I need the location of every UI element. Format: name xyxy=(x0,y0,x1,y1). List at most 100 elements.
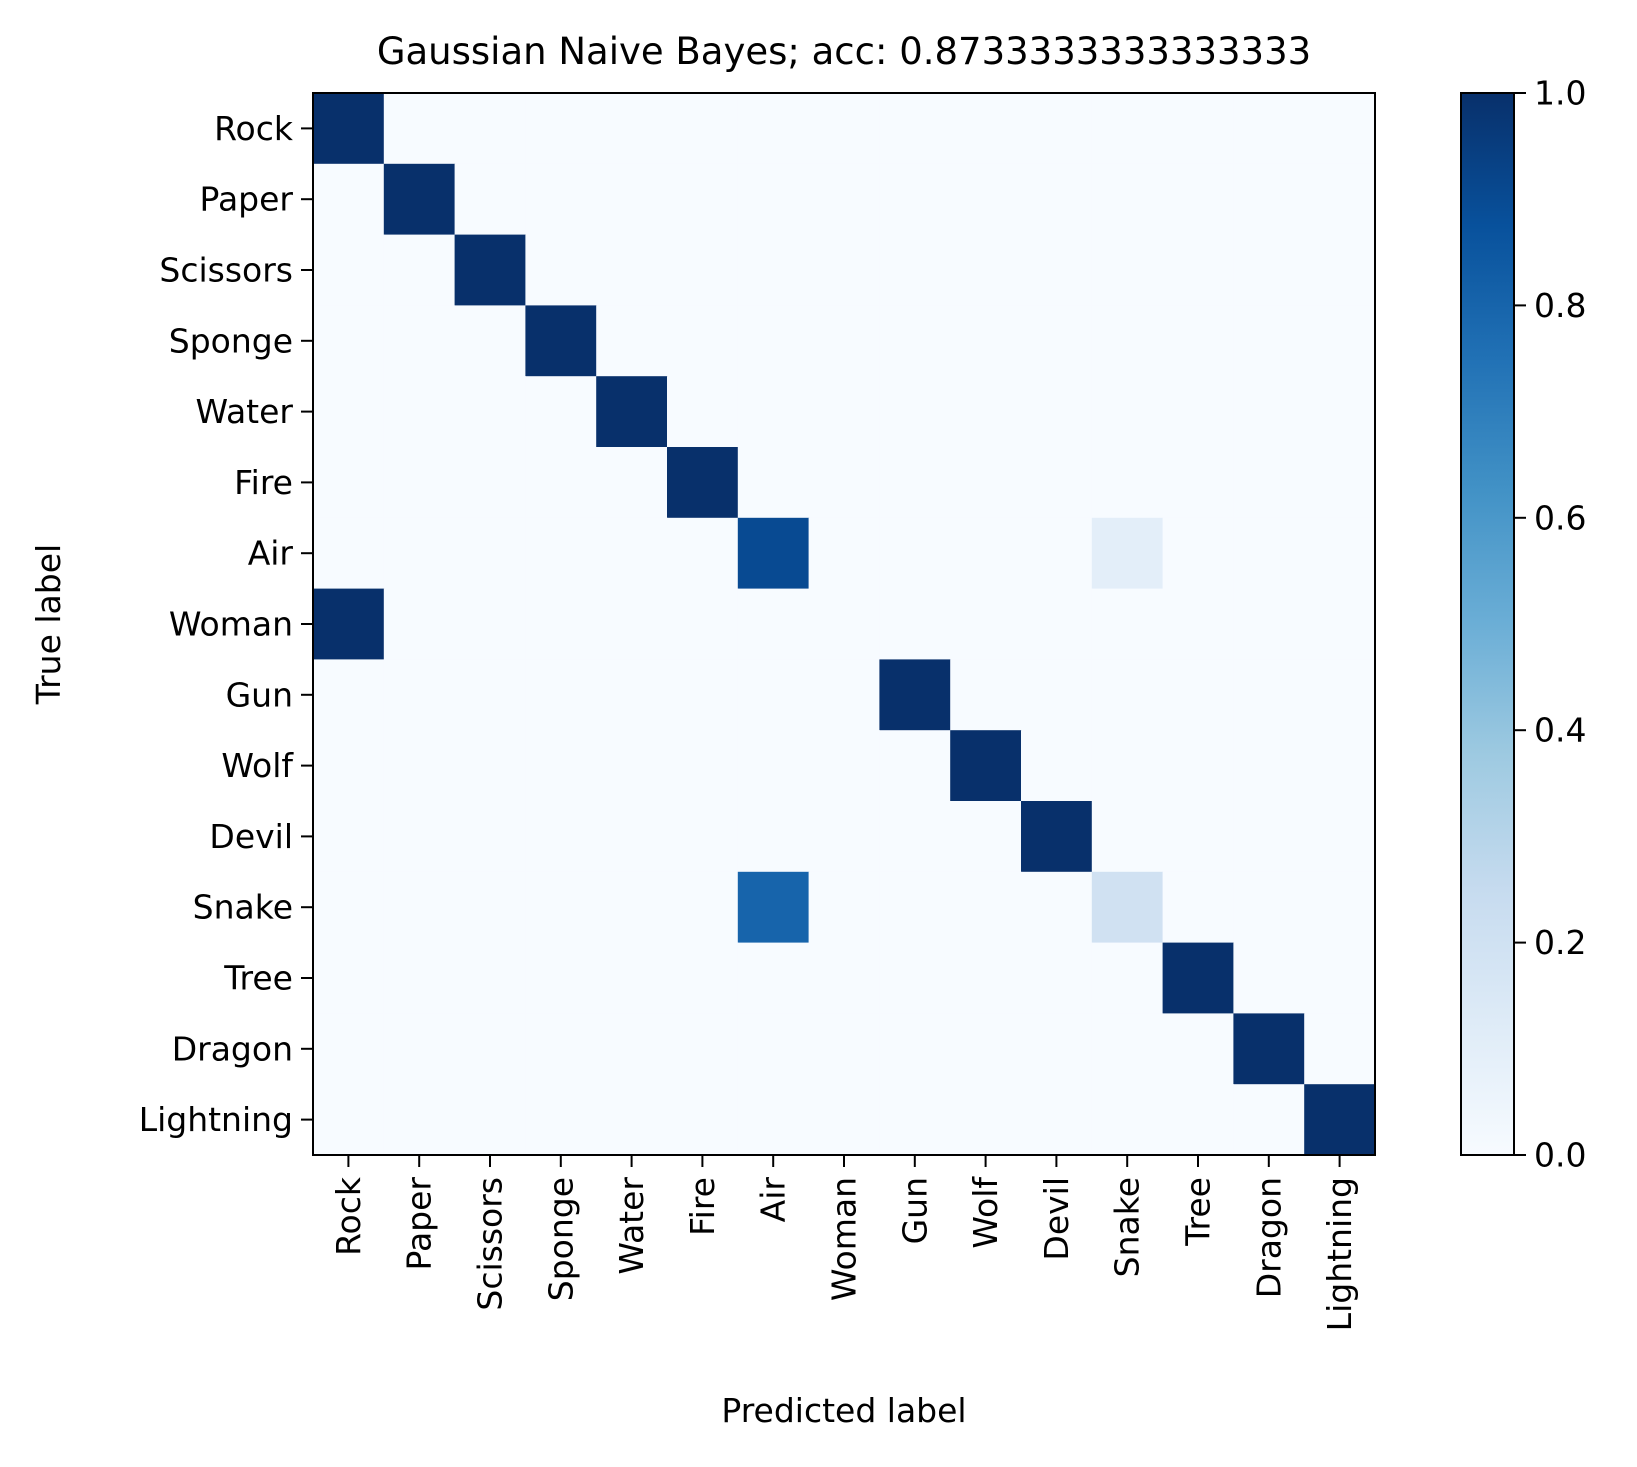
heatmap-cell xyxy=(313,871,385,944)
heatmap-cell xyxy=(1304,588,1376,660)
heatmap-cell xyxy=(1021,447,1093,519)
heatmap-cell xyxy=(1021,1084,1093,1156)
heatmap-cell xyxy=(525,517,597,590)
heatmap-cell xyxy=(1091,447,1164,519)
heatmap-cell xyxy=(1091,871,1164,944)
heatmap-cell xyxy=(1233,801,1305,873)
colorbar-tick-label: 0.8 xyxy=(1534,286,1586,325)
heatmap-cell xyxy=(667,305,739,377)
heatmap-cell xyxy=(525,93,597,165)
heatmap-cell xyxy=(596,1013,668,1085)
heatmap-cell xyxy=(1021,376,1093,448)
heatmap-cell xyxy=(737,517,810,590)
heatmap-cell xyxy=(313,517,385,590)
y-tick-label: Water xyxy=(195,392,293,431)
heatmap-cell xyxy=(1021,1013,1093,1085)
heatmap-cell xyxy=(313,93,385,165)
colorbar-ticks: 0.0 0.2 0.4 0.6 0.8 1.0 xyxy=(1514,74,1586,1175)
heatmap-cell xyxy=(383,517,456,590)
heatmap-cell xyxy=(383,730,456,802)
heatmap-cell xyxy=(950,730,1022,802)
heatmap-cell xyxy=(667,730,739,802)
heatmap-cell xyxy=(454,305,526,377)
heatmap-cell xyxy=(383,376,456,448)
y-tick-label: Sponge xyxy=(169,321,293,360)
x-tick-label: Fire xyxy=(683,1177,722,1236)
heatmap-cell xyxy=(950,163,1022,236)
heatmap-cell xyxy=(1233,447,1305,519)
y-tick-label: Air xyxy=(248,534,294,573)
heatmap-cell xyxy=(1233,730,1305,802)
heatmap-cell xyxy=(596,517,668,590)
heatmap-cell xyxy=(313,730,385,802)
heatmap-cell xyxy=(525,163,597,236)
heatmap-cell xyxy=(1021,517,1093,590)
heatmap-cell xyxy=(596,305,668,377)
heatmap-cell xyxy=(950,659,1022,731)
heatmap-cell xyxy=(525,801,597,873)
heatmap-cell xyxy=(1162,447,1234,519)
y-axis-ticks: Rock Paper Scissors Sponge Water Fire Air Woman… xyxy=(139,109,313,1139)
x-tick-label: Lightning xyxy=(1320,1177,1359,1331)
heatmap-cell xyxy=(879,942,951,1014)
heatmap-cell xyxy=(950,305,1022,377)
y-tick-label: Scissors xyxy=(159,251,293,290)
heatmap-cell xyxy=(1304,376,1376,448)
heatmap-cell xyxy=(667,447,739,519)
heatmap-cell xyxy=(1091,93,1164,165)
heatmap-cell xyxy=(1021,163,1093,236)
heatmap-cell xyxy=(808,801,880,873)
heatmap-cell xyxy=(1021,942,1093,1014)
x-tick-label: Air xyxy=(754,1177,793,1223)
heatmap-cell xyxy=(1162,942,1234,1014)
heatmap-cell xyxy=(525,305,597,377)
heatmap-cell xyxy=(1021,588,1093,660)
heatmap-cell xyxy=(525,942,597,1014)
heatmap-cell xyxy=(879,234,951,306)
heatmap-cell xyxy=(808,588,880,660)
heatmap-cell xyxy=(1091,588,1164,660)
heatmap-cell xyxy=(667,93,739,165)
heatmap-cell xyxy=(454,376,526,448)
heatmap-cell xyxy=(879,376,951,448)
heatmap-cell xyxy=(950,801,1022,873)
heatmap-cell xyxy=(950,517,1022,590)
x-tick-label: Rock xyxy=(329,1176,368,1256)
y-tick-label: Devil xyxy=(209,817,293,856)
heatmap-cell xyxy=(950,376,1022,448)
heatmap-cell xyxy=(596,234,668,306)
heatmap-cell xyxy=(1091,305,1164,377)
heatmap-cell xyxy=(383,1084,456,1156)
heatmap-cell xyxy=(313,942,385,1014)
heatmap-cell xyxy=(1304,163,1376,236)
heatmap-cell xyxy=(1091,730,1164,802)
heatmap-cell xyxy=(950,447,1022,519)
heatmap-cell xyxy=(1233,163,1305,236)
x-tick-label: Wolf xyxy=(966,1176,1005,1249)
heatmap-cell xyxy=(737,447,810,519)
heatmap-cell xyxy=(383,801,456,873)
heatmap-cell xyxy=(454,801,526,873)
x-tick-label: Paper xyxy=(400,1177,439,1271)
heatmap-cell xyxy=(737,588,810,660)
heatmap-cell xyxy=(596,376,668,448)
heatmap-cell xyxy=(1162,93,1234,165)
heatmap-cell xyxy=(667,517,739,590)
heatmap-cell xyxy=(383,588,456,660)
heatmap-cell xyxy=(1304,942,1376,1014)
heatmap-cell xyxy=(596,942,668,1014)
heatmap-cell xyxy=(808,1013,880,1085)
heatmap-cell xyxy=(1233,234,1305,306)
heatmap-cell xyxy=(737,942,810,1014)
heatmap-cell xyxy=(1021,93,1093,165)
heatmap-cell xyxy=(808,730,880,802)
heatmap-cell xyxy=(1091,376,1164,448)
heatmap-cell xyxy=(454,1084,526,1156)
heatmap-cell xyxy=(879,801,951,873)
heatmap-cell xyxy=(1021,730,1093,802)
heatmap-cell xyxy=(808,942,880,1014)
heatmap-cell xyxy=(525,1013,597,1085)
heatmap-cell xyxy=(525,588,597,660)
y-tick-label: Tree xyxy=(223,959,293,998)
